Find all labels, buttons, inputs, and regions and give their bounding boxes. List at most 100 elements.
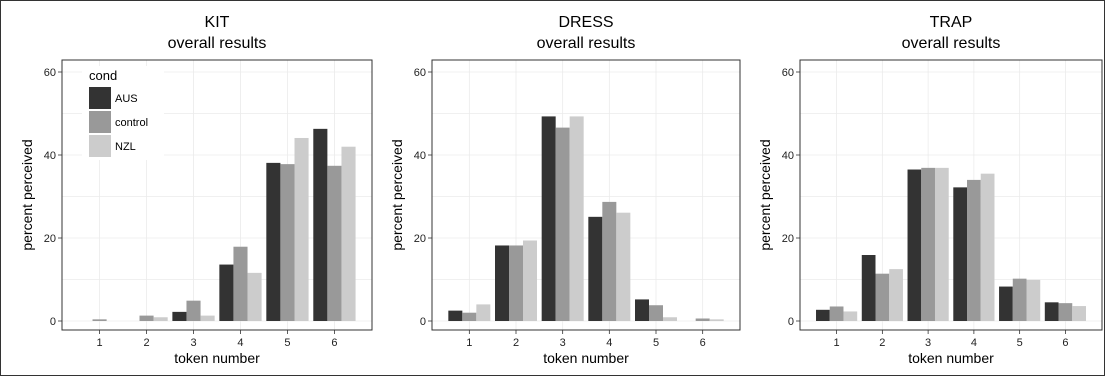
bar-kit-nzl-4 xyxy=(247,272,262,321)
x-tick-label-5: 5 xyxy=(653,337,659,349)
bar-trap-nzl-6 xyxy=(1072,306,1086,321)
bar-kit-control-3 xyxy=(186,300,201,321)
x-tick-label-6: 6 xyxy=(700,337,706,349)
bar-trap-control-4 xyxy=(967,179,981,321)
bar-dress-aus-2 xyxy=(495,245,509,321)
bar-kit-control-5 xyxy=(280,164,295,321)
bar-kit-aus-4 xyxy=(219,264,234,321)
legend-label-nzl: NZL xyxy=(115,141,136,153)
x-tick-label-4: 4 xyxy=(606,337,612,349)
legend: cond AUS control NZL xyxy=(82,66,164,160)
y-tick-label-20: 20 xyxy=(414,233,426,245)
x-tick-label-2: 2 xyxy=(513,337,519,349)
bar-trap-control-6 xyxy=(1058,303,1073,321)
bar-dress-control-4 xyxy=(602,201,617,321)
bar-trap-control-3 xyxy=(921,167,935,321)
bar-trap-control-5 xyxy=(1012,278,1027,321)
y-tick-label-0: 0 xyxy=(788,316,794,328)
bar-dress-nzl-3 xyxy=(569,116,584,321)
x-tick-label-4: 4 xyxy=(971,337,977,349)
x-tick-label-1: 1 xyxy=(834,337,840,349)
bar-kit-nzl-5 xyxy=(294,137,309,321)
bar-trap-aus-4 xyxy=(953,187,968,321)
legend-swatch-nzl xyxy=(89,135,111,157)
bar-dress-control-5 xyxy=(649,305,663,321)
bar-kit-aus-3 xyxy=(172,311,187,321)
x-tick-label-5: 5 xyxy=(284,337,290,349)
bar-kit-aus-5 xyxy=(266,162,281,321)
legend-label-control: control xyxy=(115,117,148,129)
chart-title: KIT xyxy=(205,14,230,31)
legend-label-aus: AUS xyxy=(115,93,138,105)
y-tick-label-20: 20 xyxy=(782,233,794,245)
x-axis-label: token number xyxy=(174,350,260,366)
bar-trap-aus-6 xyxy=(1044,302,1059,321)
bar-kit-control-6 xyxy=(327,165,342,321)
bar-trap-aus-1 xyxy=(816,309,830,321)
bar-dress-aus-5 xyxy=(635,299,649,321)
bar-kit-nzl-2 xyxy=(153,317,168,321)
bar-trap-aus-2 xyxy=(861,255,876,321)
bar-trap-nzl-1 xyxy=(843,311,858,321)
legend-swatch-control xyxy=(89,111,111,133)
bar-dress-aus-3 xyxy=(541,116,556,321)
bar-dress-control-3 xyxy=(555,127,570,321)
y-axis-label: percent perceived xyxy=(757,139,773,250)
bar-trap-aus-3 xyxy=(907,169,922,321)
bar-dress-aus-1 xyxy=(448,310,463,322)
x-tick-label-3: 3 xyxy=(190,337,196,349)
bar-dress-nzl-5 xyxy=(663,317,677,321)
bar-dress-aus-4 xyxy=(588,216,603,321)
bar-kit-control-1 xyxy=(92,319,107,321)
panel-dress: 0 20 40 60 1 2 3 4 5 6 DRESS overall results token n… xyxy=(389,14,741,366)
bar-trap-nzl-4 xyxy=(980,173,995,321)
x-tick-label-5: 5 xyxy=(1017,337,1023,349)
bar-kit-control-4 xyxy=(233,246,248,321)
bars xyxy=(816,167,1086,322)
bars xyxy=(92,128,356,321)
plot-frame xyxy=(799,59,1103,331)
chart-title: DRESS xyxy=(558,14,613,31)
x-tick-label-1: 1 xyxy=(466,337,472,349)
y-axis-label: percent perceived xyxy=(19,139,35,250)
chart-subtitle: overall results xyxy=(168,35,267,52)
bar-kit-control-2 xyxy=(139,315,154,321)
y-tick-label-40: 40 xyxy=(414,150,426,162)
y-tick-label-40: 40 xyxy=(44,150,56,162)
bar-dress-nzl-6 xyxy=(709,319,724,321)
bar-kit-nzl-3 xyxy=(200,315,215,321)
x-tick-label-4: 4 xyxy=(237,337,243,349)
y-tick-label-40: 40 xyxy=(782,150,794,162)
bar-trap-nzl-2 xyxy=(889,269,903,322)
bar-trap-nzl-5 xyxy=(1026,279,1041,321)
y-axis-label: percent perceived xyxy=(389,139,405,250)
bar-dress-nzl-2 xyxy=(523,240,537,321)
y-tick-label-0: 0 xyxy=(50,316,56,328)
chart-subtitle: overall results xyxy=(902,35,1001,52)
bar-dress-control-1 xyxy=(462,312,477,321)
y-tick-label-60: 60 xyxy=(782,67,794,79)
chart-title: TRAP xyxy=(930,14,973,31)
panel-trap: 0 20 40 60 1 2 3 4 5 6 TRAP overall results token nu… xyxy=(757,14,1103,366)
x-tick-label-3: 3 xyxy=(925,337,931,349)
bar-trap-nzl-3 xyxy=(934,167,949,321)
bars xyxy=(448,116,724,322)
y-tick-label-60: 60 xyxy=(44,67,56,79)
bar-dress-control-2 xyxy=(509,245,523,321)
bar-dress-control-6 xyxy=(695,318,710,321)
x-tick-label-2: 2 xyxy=(879,337,885,349)
bar-kit-aus-6 xyxy=(313,128,328,321)
bar-kit-nzl-6 xyxy=(341,146,356,321)
bar-dress-nzl-1 xyxy=(476,304,491,321)
x-tick-label-6: 6 xyxy=(1062,337,1068,349)
chart-subtitle: overall results xyxy=(537,35,636,52)
x-axis-label: token number xyxy=(543,350,629,366)
x-axis-label: token number xyxy=(908,350,994,366)
plot-frame xyxy=(431,59,741,331)
bar-trap-control-2 xyxy=(875,273,890,321)
plot-frame xyxy=(61,59,373,331)
bar-dress-nzl-4 xyxy=(616,212,631,321)
y-tick-label-0: 0 xyxy=(420,316,426,328)
legend-title: cond xyxy=(89,68,117,83)
